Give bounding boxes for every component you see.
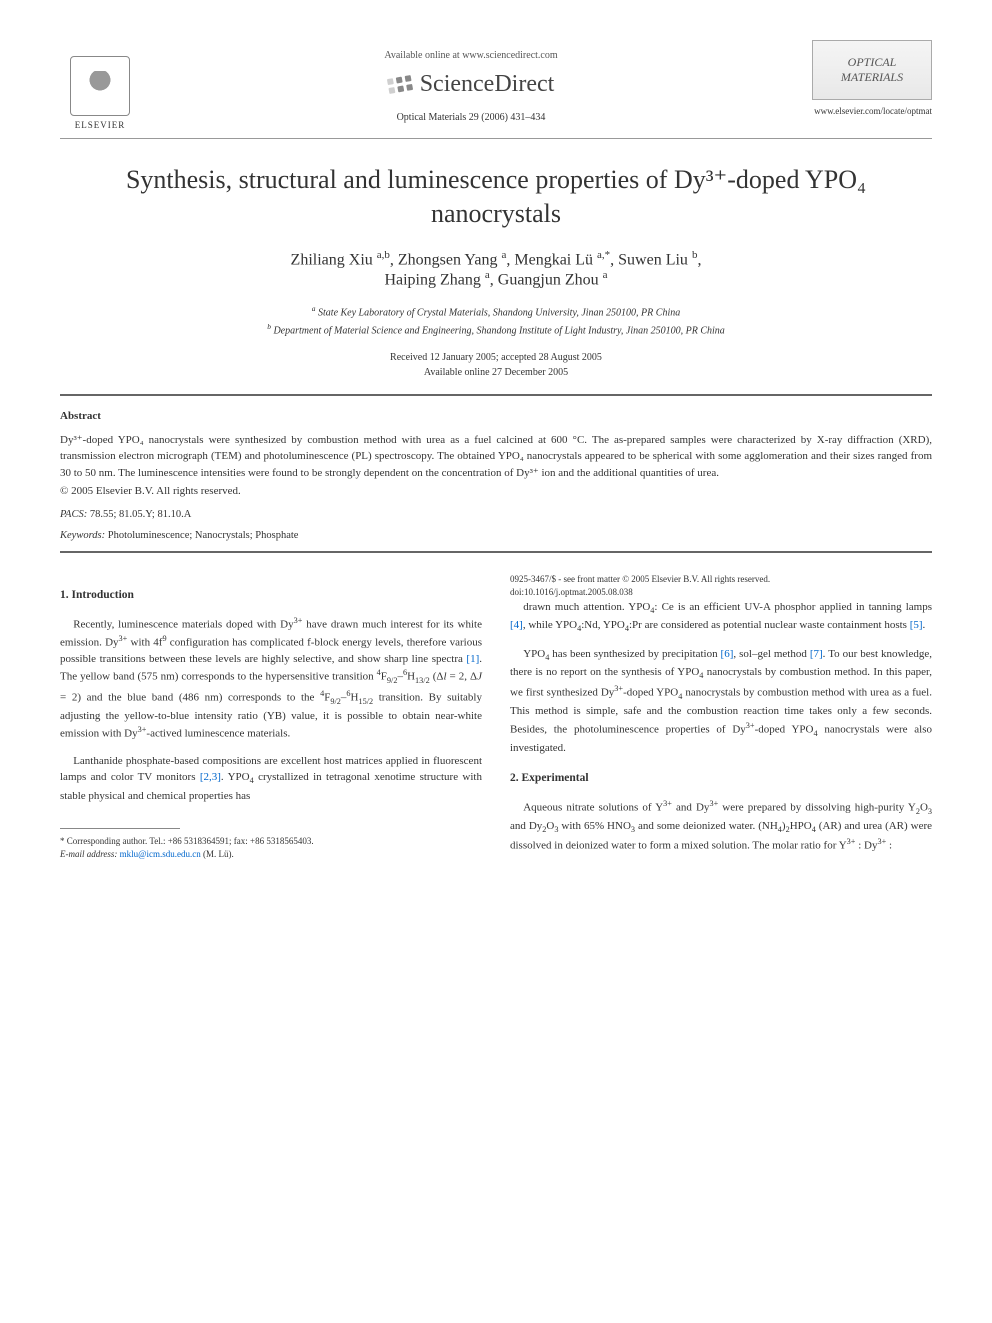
elsevier-tree-icon xyxy=(70,56,130,116)
abstract-top-rule xyxy=(60,394,932,396)
locate-url: www.elsevier.com/locate/optmat xyxy=(802,106,932,116)
keywords-values: Photoluminescence; Nanocrystals; Phospha… xyxy=(108,530,299,541)
intro-paragraph-2: Lanthanide phosphate-based compositions … xyxy=(60,753,482,805)
experimental-heading: 2. Experimental xyxy=(510,770,932,787)
journal-badge-icon: OPTICAL MATERIALS xyxy=(812,40,932,100)
email-label: E-mail address: xyxy=(60,849,117,859)
available-online-text: Available online at www.sciencedirect.co… xyxy=(140,50,802,61)
introduction-heading: 1. Introduction xyxy=(60,587,482,604)
journal-name-line2: MATERIALS xyxy=(841,70,903,85)
keywords-label: Keywords: xyxy=(60,530,105,541)
front-matter-line: 0925-3467/$ - see front matter © 2005 El… xyxy=(510,573,932,586)
affiliation-a: a State Key Laboratory of Crystal Materi… xyxy=(60,303,932,320)
pacs-values: 78.55; 81.05.Y; 81.10.A xyxy=(90,509,191,520)
ref-link-1[interactable]: [1] xyxy=(466,653,479,665)
affiliations: a State Key Laboratory of Crystal Materi… xyxy=(60,303,932,338)
sciencedirect-dots-icon xyxy=(387,75,413,94)
sciencedirect-text: ScienceDirect xyxy=(420,71,555,98)
email-line: E-mail address: mklu@icm.sdu.edu.cn (M. … xyxy=(60,848,482,861)
intro-paragraph-3: drawn much attention. YPO4: Ce is an eff… xyxy=(510,599,932,636)
header-rule xyxy=(60,138,932,139)
ref-link-4[interactable]: [4] xyxy=(510,619,523,631)
experimental-paragraph-1: Aqueous nitrate solutions of Y3+ and Dy3… xyxy=(510,798,932,855)
intro-paragraph-1: Recently, luminescence materials doped w… xyxy=(60,615,482,743)
ref-link-7[interactable]: [7] xyxy=(810,648,823,660)
doi-line: doi:10.1016/j.optmat.2005.08.038 xyxy=(510,586,932,599)
center-header: Available online at www.sciencedirect.co… xyxy=(140,40,802,123)
received-date: Received 12 January 2005; accepted 28 Au… xyxy=(60,350,932,365)
article-dates: Received 12 January 2005; accepted 28 Au… xyxy=(60,350,932,380)
abstract-copyright: © 2005 Elsevier B.V. All rights reserved… xyxy=(60,485,932,497)
email-suffix: (M. Lü). xyxy=(203,849,234,859)
elsevier-label: ELSEVIER xyxy=(75,120,126,130)
journal-logo: OPTICAL MATERIALS www.elsevier.com/locat… xyxy=(802,40,932,130)
footnote-separator xyxy=(60,828,180,829)
pacs-line: PACS: 78.55; 81.05.Y; 81.10.A xyxy=(60,509,932,520)
online-date: Available online 27 December 2005 xyxy=(60,365,932,380)
ref-link-5[interactable]: [5] xyxy=(910,619,923,631)
affiliation-b: b Department of Material Science and Eng… xyxy=(60,321,932,338)
page-header: ELSEVIER Available online at www.science… xyxy=(60,40,932,130)
pacs-label: PACS: xyxy=(60,509,87,520)
abstract-bottom-rule xyxy=(60,551,932,553)
footnotes: * Corresponding author. Tel.: +86 531836… xyxy=(60,835,482,860)
corresponding-author-note: * Corresponding author. Tel.: +86 531836… xyxy=(60,835,482,848)
ref-link-2-3[interactable]: [2,3] xyxy=(200,771,221,783)
sciencedirect-logo: ScienceDirect xyxy=(140,71,802,98)
keywords-line: Keywords: Photoluminescence; Nanocrystal… xyxy=(60,530,932,541)
article-title: Synthesis, structural and luminescence p… xyxy=(100,163,892,231)
journal-reference: Optical Materials 29 (2006) 431–434 xyxy=(140,112,802,123)
abstract-body: Dy³⁺-doped YPO₄ nanocrystals were synthe… xyxy=(60,432,932,482)
elsevier-logo: ELSEVIER xyxy=(60,40,140,130)
ref-link-6[interactable]: [6] xyxy=(721,648,734,660)
authors: Zhiliang Xiu a,b, Zhongsen Yang a, Mengk… xyxy=(60,249,932,290)
journal-name-line1: OPTICAL xyxy=(848,55,897,70)
intro-paragraph-4: YPO4 has been synthesized by precipitati… xyxy=(510,646,932,757)
article-body: 1. Introduction Recently, luminescence m… xyxy=(60,573,932,871)
footer-block: 0925-3467/$ - see front matter © 2005 El… xyxy=(510,573,932,598)
abstract-heading: Abstract xyxy=(60,410,932,422)
email-link[interactable]: mklu@icm.sdu.edu.cn xyxy=(120,849,201,859)
